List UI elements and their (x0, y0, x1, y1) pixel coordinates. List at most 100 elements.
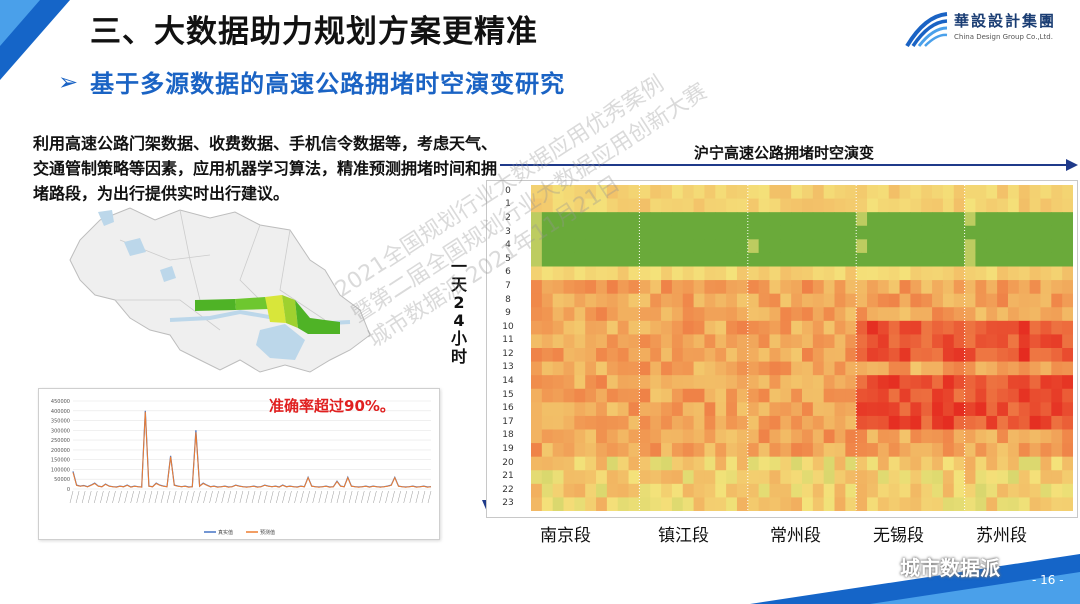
heatmap-cell (802, 443, 814, 458)
heatmap-cell (531, 429, 543, 444)
heatmap-cell (932, 375, 944, 390)
heatmap-cell (563, 307, 575, 322)
heatmap-cell (975, 266, 987, 281)
heatmap-cell (606, 348, 619, 362)
heatmap-cell (910, 334, 922, 349)
heatmap-cell (541, 280, 554, 295)
heatmap-cell (791, 415, 803, 430)
heatmap-cell (910, 320, 922, 335)
heatmap-cell (1062, 497, 1073, 511)
hour-label: 16 (502, 403, 514, 414)
heatmap-cell (986, 470, 998, 485)
heatmap-cell (856, 402, 868, 417)
heatmap-cell (617, 429, 629, 444)
heatmap-cell (585, 348, 597, 362)
heatmap-cell (1040, 334, 1052, 349)
heatmap-cell (812, 429, 825, 444)
heatmap-cell (715, 348, 727, 362)
heatmap-cell (715, 361, 727, 376)
hour-label: 6 (505, 267, 511, 278)
heatmap-cell (531, 375, 543, 390)
x-tick-mark (342, 490, 347, 504)
heatmap-cell (769, 348, 781, 362)
heatmap-cell (1007, 361, 1020, 376)
x-tick-mark (354, 490, 359, 504)
heatmap-cell (563, 388, 575, 403)
heatmap-cell (769, 252, 781, 267)
heatmap-cell (661, 198, 673, 213)
heatmap-cell (650, 456, 662, 471)
heatmap-cell (877, 280, 890, 295)
x-tick-mark (118, 490, 122, 504)
heatmap-cell (628, 252, 640, 267)
hour-label: 9 (505, 308, 511, 318)
heatmap-cell (1029, 402, 1041, 417)
heatmap-cell (932, 266, 944, 281)
heatmap-cell (888, 443, 900, 458)
heatmap-cell (671, 320, 684, 335)
heatmap-cell (921, 415, 933, 430)
x-tick-mark (379, 490, 383, 504)
heatmap-cell (671, 266, 684, 281)
heatmap-cell (867, 456, 879, 471)
heatmap-cell (639, 239, 651, 254)
heatmap-cell (1018, 375, 1031, 390)
heatmap-cell (791, 375, 803, 390)
heatmap-cell (1062, 266, 1073, 281)
heatmap-cell (531, 280, 543, 295)
heatmap-cell (877, 497, 890, 511)
heatmap-cell (845, 375, 857, 390)
heatmap-cell (596, 388, 608, 403)
heatmap-cell (910, 280, 922, 295)
accuracy-label: 准确率超过90%。 (269, 397, 395, 415)
heatmap-cell (791, 212, 803, 227)
heatmap-cell (639, 334, 651, 349)
heatmap-cell (812, 293, 825, 308)
heatmap-cell (942, 497, 955, 511)
heatmap-cell (704, 415, 716, 430)
heatmap-cell (812, 470, 825, 485)
heatmap-cell (856, 483, 868, 498)
heatmap-cell (845, 429, 857, 444)
heatmap-cell (661, 266, 673, 281)
heatmap-cell (747, 212, 760, 227)
heatmap-cell (867, 225, 879, 240)
heatmap-cell (682, 185, 694, 199)
heatmap-cell (769, 443, 781, 458)
heatmap-cell (715, 483, 727, 498)
heatmap-cell (997, 320, 1009, 335)
heatmap-cell (899, 239, 911, 254)
hour-label: 18 (502, 430, 514, 441)
hour-label: 22 (502, 484, 514, 495)
heatmap-cell (1062, 334, 1073, 349)
heatmap-cell (975, 185, 987, 199)
heatmap-cell (856, 320, 868, 335)
heatmap-cell (856, 348, 868, 362)
heatmap-cell (617, 307, 629, 322)
heatmap-cell (964, 225, 976, 240)
heatmap-cell (802, 402, 814, 417)
heatmap-cell (997, 429, 1009, 444)
heatmap-cell (747, 225, 760, 240)
heatmap-cell (769, 280, 781, 295)
heatmap-cell (574, 280, 586, 295)
heatmap-cell (791, 239, 803, 254)
heatmap-cell (747, 252, 760, 267)
heatmap-cell (693, 293, 705, 308)
heatmap-cell (899, 415, 911, 430)
heatmap-cell (617, 320, 629, 335)
heatmap-cell (921, 212, 933, 227)
heatmap-cell (585, 212, 597, 227)
heatmap-cell (585, 361, 597, 376)
heatmap-cell (867, 266, 879, 281)
x-tick-mark (294, 490, 298, 504)
heatmap-cell (921, 388, 933, 403)
heatmap-cell (932, 307, 944, 322)
heatmap-cell (921, 334, 933, 349)
heatmap-cell (812, 266, 825, 281)
heatmap-cell (541, 388, 554, 403)
heatmap-cell (975, 375, 987, 390)
heatmap-cell (617, 402, 629, 417)
heatmap-cell (834, 402, 846, 417)
heatmap-cell (1062, 212, 1073, 227)
